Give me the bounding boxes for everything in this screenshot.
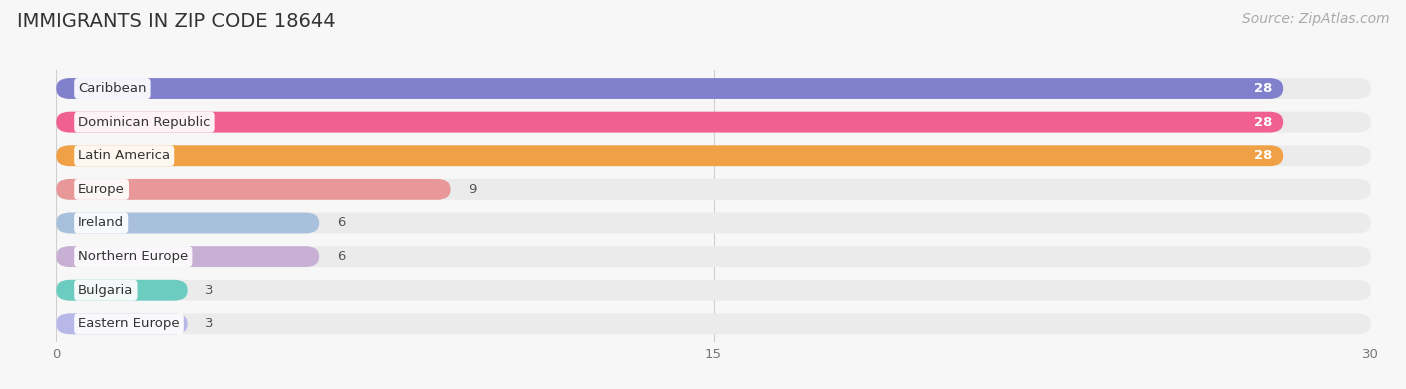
Text: Source: ZipAtlas.com: Source: ZipAtlas.com [1241, 12, 1389, 26]
FancyBboxPatch shape [56, 78, 1284, 99]
FancyBboxPatch shape [56, 212, 1371, 233]
FancyBboxPatch shape [56, 314, 1371, 334]
Text: 9: 9 [468, 183, 477, 196]
FancyBboxPatch shape [56, 212, 319, 233]
Text: Bulgaria: Bulgaria [79, 284, 134, 297]
Text: 28: 28 [1254, 149, 1272, 162]
Text: Caribbean: Caribbean [79, 82, 146, 95]
Text: IMMIGRANTS IN ZIP CODE 18644: IMMIGRANTS IN ZIP CODE 18644 [17, 12, 336, 31]
Text: 3: 3 [205, 317, 214, 330]
Text: 28: 28 [1254, 116, 1272, 129]
Text: 3: 3 [205, 284, 214, 297]
FancyBboxPatch shape [56, 246, 1371, 267]
FancyBboxPatch shape [56, 179, 450, 200]
Text: Northern Europe: Northern Europe [79, 250, 188, 263]
FancyBboxPatch shape [56, 78, 1371, 99]
Text: 28: 28 [1254, 82, 1272, 95]
Text: 6: 6 [336, 250, 344, 263]
FancyBboxPatch shape [56, 314, 188, 334]
Text: Latin America: Latin America [79, 149, 170, 162]
Text: 6: 6 [336, 217, 344, 230]
FancyBboxPatch shape [56, 246, 319, 267]
FancyBboxPatch shape [56, 280, 188, 301]
FancyBboxPatch shape [56, 145, 1371, 166]
FancyBboxPatch shape [56, 112, 1371, 133]
FancyBboxPatch shape [56, 179, 1371, 200]
FancyBboxPatch shape [56, 112, 1284, 133]
Text: Europe: Europe [79, 183, 125, 196]
FancyBboxPatch shape [56, 280, 1371, 301]
Text: Dominican Republic: Dominican Republic [79, 116, 211, 129]
Text: Ireland: Ireland [79, 217, 124, 230]
FancyBboxPatch shape [56, 145, 1284, 166]
Text: Eastern Europe: Eastern Europe [79, 317, 180, 330]
